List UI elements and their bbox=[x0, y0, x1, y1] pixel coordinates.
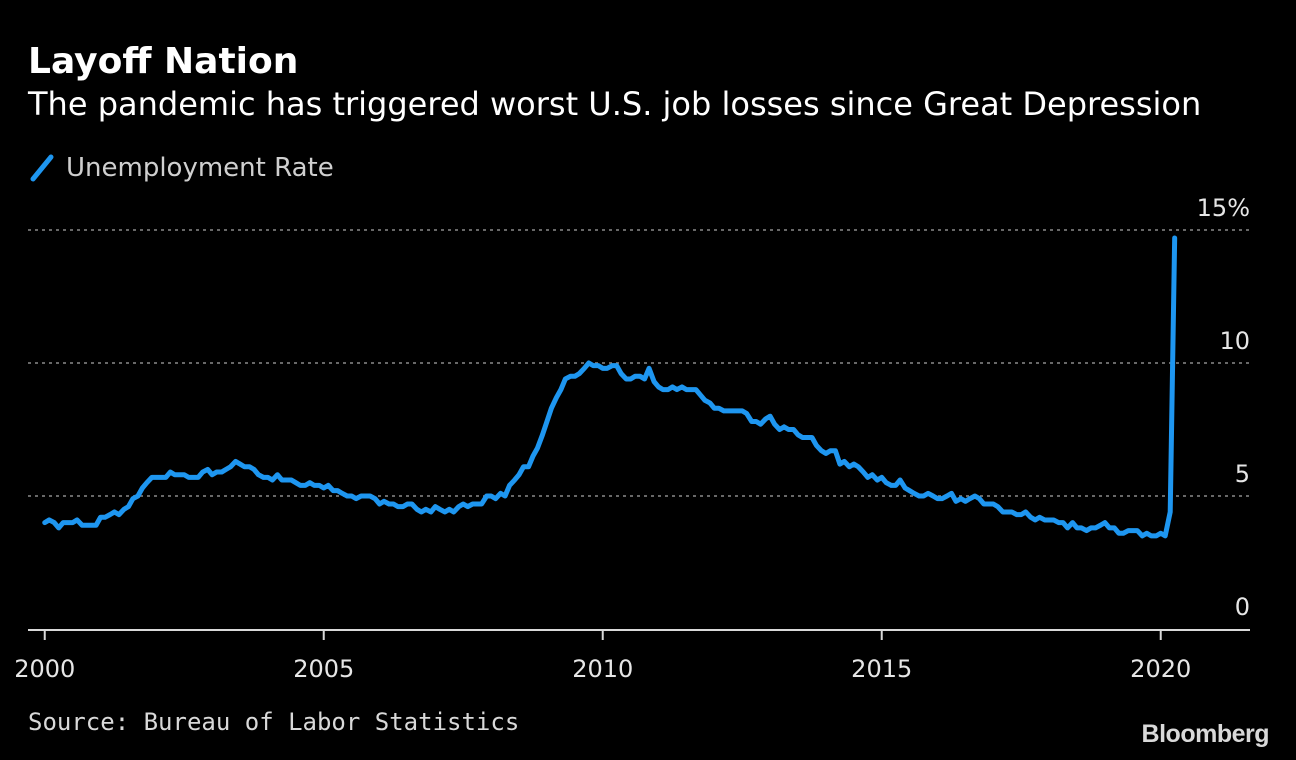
y-axis-tick-labels: 0 5 10 15% bbox=[1197, 194, 1250, 621]
gridlines bbox=[28, 229, 1250, 497]
source-note: Source: Bureau of Labor Statistics bbox=[28, 708, 520, 736]
chart-title: Layoff Nation bbox=[28, 41, 299, 82]
y-tick-label: 0 bbox=[1235, 593, 1250, 621]
x-tick-label: 2005 bbox=[293, 655, 354, 683]
legend-label-unemployment-rate: Unemployment Rate bbox=[66, 153, 334, 183]
series-layer bbox=[42, 235, 1178, 539]
line-chart: 0 5 10 15% 2000 2005 2010 2015 2020 bbox=[14, 194, 1250, 683]
x-tick-label: 2000 bbox=[14, 655, 75, 683]
x-tick-label: 2015 bbox=[851, 655, 912, 683]
chart-subtitle: The pandemic has triggered worst U.S. jo… bbox=[28, 85, 1202, 123]
legend-swatch-unemployment-rate bbox=[30, 154, 54, 182]
y-tick-label: 10 bbox=[1219, 327, 1250, 355]
y-tick-label: 15% bbox=[1197, 194, 1250, 222]
y-tick-label: 5 bbox=[1235, 460, 1250, 488]
x-tick-label: 2020 bbox=[1130, 655, 1191, 683]
x-axis: 2000 2005 2010 2015 2020 bbox=[14, 629, 1250, 683]
x-tick-label: 2010 bbox=[572, 655, 633, 683]
legend: Unemployment Rate bbox=[30, 150, 334, 186]
bloomberg-logo: Bloomberg bbox=[1141, 720, 1270, 748]
series-line-unemployment-rate bbox=[42, 235, 1178, 539]
